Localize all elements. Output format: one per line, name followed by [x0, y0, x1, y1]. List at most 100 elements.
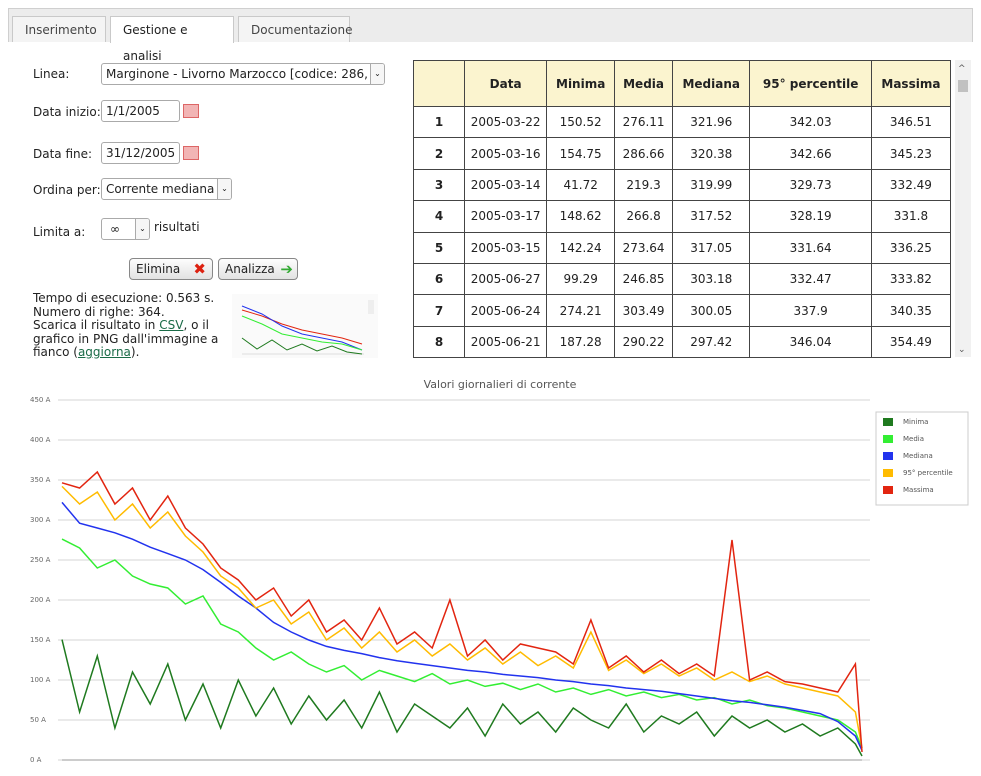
analyze-label: Analizza — [225, 262, 275, 276]
header-cell — [413, 60, 465, 107]
table-cell: 340.35 — [870, 294, 952, 327]
tab[interactable]: Inserimento — [12, 16, 106, 42]
table-cell: 187.28 — [546, 325, 616, 359]
table-row: 6 2005-06-27 99.29 246.85 303.18 332.47 333.82 — [413, 262, 952, 296]
series-line — [61, 485, 863, 749]
analyze-button[interactable]: Analizza ➔ — [218, 258, 298, 280]
download-text: Scarica il risultato in CSV, o il grafic… — [33, 318, 228, 360]
table-cell: 2005-03-17 — [463, 200, 548, 233]
delete-icon: ✖ — [193, 260, 206, 278]
table-cell: 342.03 — [749, 105, 872, 139]
scroll-up[interactable]: ^ — [958, 64, 966, 74]
analyze-icon: ➔ — [280, 260, 293, 278]
calendar-icon[interactable] — [183, 146, 199, 160]
refresh-link[interactable]: aggiorna — [77, 345, 131, 359]
order-select[interactable]: Corrente mediana ⌄ — [101, 178, 232, 200]
text: , o il grafico in PNG dall'immagine a fi… — [33, 318, 219, 359]
table-cell: 2005-03-22 — [463, 105, 548, 139]
table-cell: 346.51 — [870, 105, 952, 139]
table-cell: 219.3 — [614, 168, 674, 202]
csv-link[interactable]: CSV — [159, 318, 184, 332]
results-table: Data Minima Media Mediana 95° percentile Mass… — [413, 60, 952, 359]
delete-label: Elimina — [136, 262, 181, 276]
header-cell: 95° percentile — [749, 60, 872, 107]
scroll-thumb[interactable] — [958, 80, 968, 92]
table-cell: 290.22 — [614, 325, 674, 359]
scroll-down[interactable]: ⌄ — [958, 345, 966, 355]
limit-suffix: risultati — [154, 220, 200, 234]
table-cell: 354.49 — [870, 325, 952, 359]
line-label: Linea: — [33, 67, 70, 81]
chart-thumbnail[interactable] — [232, 294, 378, 358]
y-tick-label: 350 A — [30, 476, 51, 484]
row-number: 8 — [413, 325, 465, 359]
y-tick-label: 0 A — [30, 756, 42, 764]
table-cell: 99.29 — [546, 262, 616, 296]
start-label: Data inizio: — [33, 105, 101, 119]
table-cell: 317.52 — [672, 200, 751, 233]
scrollbar[interactable]: ^ ⌄ — [955, 60, 971, 357]
table-cell: 266.8 — [614, 200, 674, 233]
thumbnail-legend — [368, 300, 374, 314]
dropdown-arrow: ⌄ — [135, 219, 149, 239]
exec-time: Tempo di esecuzione: 0.563 s. — [33, 291, 215, 305]
y-tick-label: 150 A — [30, 636, 51, 644]
thumbnail-line — [241, 337, 363, 355]
table-row: 1 2005-03-22 150.52 276.11 321.96 342.03 346.5… — [413, 105, 952, 139]
legend-swatch — [883, 469, 893, 477]
table-cell: 142.24 — [546, 231, 616, 264]
table-cell: 273.64 — [614, 231, 674, 264]
table-cell: 329.73 — [749, 168, 872, 202]
legend-label: Media — [903, 435, 924, 443]
thumbnail-line — [241, 309, 363, 345]
series-line — [61, 470, 863, 753]
order-label: Ordina per: — [33, 183, 101, 197]
table-cell: 328.19 — [749, 200, 872, 233]
delete-button[interactable]: Elimina ✖ — [129, 258, 213, 280]
legend-swatch — [883, 418, 893, 426]
table-cell: 41.72 — [546, 168, 616, 202]
table-cell: 276.11 — [614, 105, 674, 139]
legend-swatch — [883, 452, 893, 460]
dropdown-arrow: ⌄ — [217, 179, 231, 199]
chart-title: Valori giornalieri di corrente — [424, 378, 577, 391]
table-body: 1 2005-03-22 150.52 276.11 321.96 342.03 346.5… — [413, 105, 952, 359]
legend-label: Mediana — [903, 452, 933, 460]
calendar-icon[interactable] — [183, 104, 199, 118]
y-tick-label: 50 A — [30, 716, 46, 724]
tab-active[interactable]: Gestione e analisi — [110, 16, 234, 63]
limit-select[interactable]: ∞ ⌄ — [101, 218, 150, 240]
header-cell: Minima — [546, 60, 616, 107]
table-cell: 321.96 — [672, 105, 751, 139]
table-cell: 345.23 — [870, 137, 952, 170]
table-cell: 2005-06-21 — [463, 325, 548, 359]
order-value: Corrente mediana — [106, 182, 215, 196]
end-input[interactable]: 31/12/2005 — [101, 142, 180, 164]
table-cell: 2005-03-15 — [463, 231, 548, 264]
row-number: 3 — [413, 168, 465, 202]
table-cell: 320.38 — [672, 137, 751, 170]
start-input[interactable]: 1/1/2005 — [101, 100, 180, 122]
table-cell: 332.47 — [749, 262, 872, 296]
legend-label: Massima — [903, 486, 934, 494]
table-cell: 297.42 — [672, 325, 751, 359]
table-cell: 331.8 — [870, 200, 952, 233]
y-tick-label: 450 A — [30, 396, 51, 404]
text: ). — [130, 345, 140, 359]
legend-label: Minima — [903, 418, 928, 426]
table-cell: 286.66 — [614, 137, 674, 170]
header-cell: Data — [463, 60, 548, 107]
legend-label: 95° percentile — [903, 469, 953, 477]
line-value: Marginone - Livorno Marzocco [codice: 28… — [106, 67, 384, 81]
table-row: 4 2005-03-17 148.62 266.8 317.52 328.19 331.8 — [413, 200, 952, 233]
table-cell: 274.21 — [546, 294, 616, 327]
table-cell: 246.85 — [614, 262, 674, 296]
table-cell: 154.75 — [546, 137, 616, 170]
row-number: 7 — [413, 294, 465, 327]
tab[interactable]: Documentazione — [238, 16, 352, 42]
y-tick-label: 400 A — [30, 436, 51, 444]
line-select[interactable]: Marginone - Livorno Marzocco [codice: 28… — [101, 63, 385, 85]
legend-swatch — [883, 435, 893, 443]
